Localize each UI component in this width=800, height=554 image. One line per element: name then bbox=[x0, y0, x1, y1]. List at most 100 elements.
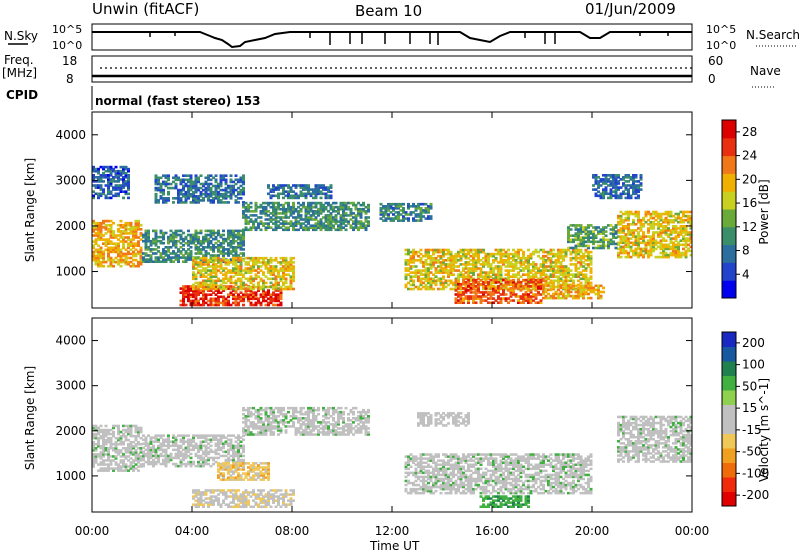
data-cell bbox=[409, 205, 413, 208]
data-cell bbox=[509, 252, 513, 256]
data-cell bbox=[232, 301, 235, 305]
data-cell bbox=[512, 289, 515, 292]
data-cell bbox=[597, 194, 600, 198]
data-cell bbox=[469, 250, 473, 254]
data-cell bbox=[477, 252, 480, 256]
data-cell bbox=[214, 301, 218, 305]
data-cell bbox=[557, 250, 560, 254]
data-cell bbox=[412, 271, 415, 274]
data-cell bbox=[254, 275, 258, 278]
data-cell bbox=[197, 201, 200, 204]
data-cell bbox=[522, 252, 525, 256]
data-cell bbox=[589, 240, 593, 244]
data-cell bbox=[434, 275, 438, 278]
data-cell bbox=[114, 455, 118, 458]
data-cell bbox=[462, 291, 465, 294]
data-cell bbox=[592, 188, 595, 191]
data-cell bbox=[189, 195, 193, 198]
data-cell bbox=[609, 196, 613, 200]
data-cell bbox=[294, 220, 298, 223]
date-title: 01/Jun/2009 bbox=[585, 0, 676, 18]
data-cell bbox=[344, 207, 348, 211]
data-cell bbox=[457, 287, 460, 290]
data-cell bbox=[419, 271, 423, 274]
data-cell bbox=[459, 273, 463, 276]
data-cell bbox=[254, 259, 258, 262]
data-cell bbox=[477, 275, 480, 278]
data-cell bbox=[327, 226, 330, 229]
data-cell bbox=[264, 281, 268, 285]
data-cell bbox=[509, 265, 513, 268]
data-cell bbox=[624, 249, 628, 253]
data-cell bbox=[527, 301, 530, 304]
data-cell bbox=[207, 233, 210, 237]
data-cell bbox=[649, 237, 653, 240]
data-cell bbox=[499, 265, 503, 268]
data-cell bbox=[289, 188, 293, 191]
data-cell bbox=[579, 228, 583, 231]
data-cell bbox=[427, 211, 430, 214]
data-cell bbox=[492, 293, 495, 296]
data-cell bbox=[224, 297, 228, 301]
data-cell bbox=[629, 176, 633, 179]
data-cell bbox=[214, 235, 218, 239]
data-cell bbox=[632, 249, 635, 253]
data-cell bbox=[364, 212, 368, 215]
data-cell bbox=[209, 174, 213, 177]
data-cell bbox=[342, 203, 345, 207]
data-cell bbox=[409, 283, 413, 287]
data-cell bbox=[444, 281, 448, 285]
data-cell bbox=[219, 263, 223, 266]
data-cell bbox=[107, 436, 110, 440]
data-cell bbox=[129, 465, 133, 468]
data-cell bbox=[574, 259, 578, 262]
data-cell bbox=[474, 293, 478, 296]
data-cell bbox=[124, 463, 128, 466]
data-cell bbox=[302, 203, 305, 207]
data-cell bbox=[414, 259, 418, 262]
data-cell bbox=[472, 291, 475, 294]
data-cell bbox=[184, 199, 188, 202]
data-cell bbox=[577, 296, 580, 300]
data-cell bbox=[172, 180, 175, 184]
data-cell bbox=[204, 263, 208, 266]
data-cell bbox=[584, 228, 588, 231]
data-cell bbox=[569, 263, 573, 266]
data-cell bbox=[252, 259, 255, 262]
data-cell bbox=[234, 235, 238, 239]
data-cell bbox=[422, 211, 425, 214]
data-cell bbox=[269, 212, 273, 215]
data-cell bbox=[272, 271, 275, 274]
data-cell bbox=[639, 182, 643, 185]
data-cell bbox=[267, 224, 270, 227]
data-cell bbox=[432, 248, 435, 252]
data-cell bbox=[462, 299, 465, 302]
data-cell bbox=[664, 212, 668, 216]
data-cell bbox=[172, 176, 175, 180]
data-cell bbox=[652, 233, 655, 236]
data-cell bbox=[519, 275, 523, 278]
data-cell bbox=[132, 469, 135, 472]
data-cell bbox=[574, 296, 578, 300]
data-cell bbox=[119, 240, 123, 243]
data-cell bbox=[232, 269, 235, 272]
data-cell bbox=[447, 250, 450, 254]
data-cell bbox=[239, 235, 243, 239]
data-cell bbox=[174, 229, 178, 233]
data-cell bbox=[407, 213, 410, 216]
data-cell bbox=[219, 265, 223, 268]
data-cell bbox=[497, 289, 500, 292]
data-cell bbox=[639, 178, 643, 181]
data-cell bbox=[344, 224, 348, 227]
data-cell bbox=[407, 202, 410, 206]
data-cell bbox=[514, 259, 518, 262]
data-cell bbox=[192, 287, 195, 291]
data-cell bbox=[114, 463, 118, 466]
data-cell bbox=[487, 259, 490, 262]
data-cell bbox=[627, 210, 630, 214]
data-cell bbox=[497, 297, 500, 300]
data-cell bbox=[159, 184, 163, 188]
data-cell bbox=[247, 203, 250, 207]
data-cell bbox=[259, 287, 263, 291]
data-cell bbox=[102, 165, 105, 169]
